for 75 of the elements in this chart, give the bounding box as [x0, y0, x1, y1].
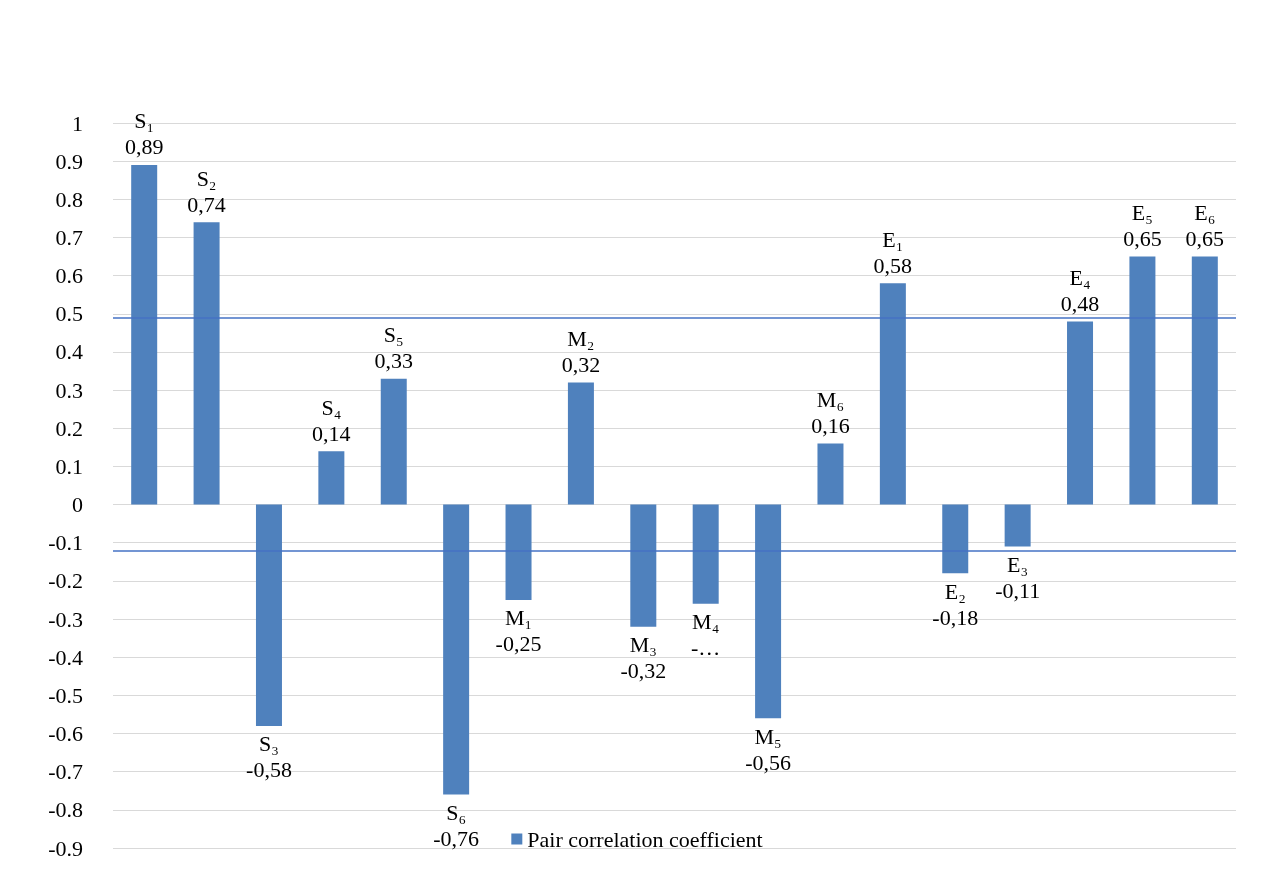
bar: [131, 164, 158, 505]
x-tick-label: E₃: [1007, 552, 1029, 578]
y-tick-label: -0.7: [48, 759, 83, 785]
y-tick-label: -0.2: [48, 568, 83, 594]
y-tick-label: 1: [72, 110, 83, 136]
x-tick-label: S₁: [134, 108, 155, 134]
y-tick-label: -0.1: [48, 530, 83, 556]
bar: [1129, 256, 1156, 505]
bar: [567, 382, 594, 505]
bar: [1191, 256, 1218, 505]
y-tick-label: 0.5: [55, 301, 83, 327]
x-tick-label: M₅: [754, 723, 782, 749]
x-tick-label: M₆: [816, 387, 845, 413]
y-tick-label: 0.3: [55, 377, 83, 403]
x-tick-label: E₂: [944, 578, 966, 604]
x-tick-label: E₅: [1131, 200, 1153, 226]
x-tick-label: S₃: [259, 731, 279, 757]
legend-label: Pair correlation coefficient: [527, 826, 763, 852]
y-tick-label: -0.3: [48, 606, 83, 632]
data-label: -0,18: [932, 604, 979, 630]
x-tick-label: M₁: [504, 605, 533, 631]
bar: [443, 504, 470, 795]
x-tick-label: M₂: [567, 325, 595, 351]
data-label: -0,25: [495, 631, 542, 657]
x-tick-label: E₄: [1069, 264, 1091, 290]
bar: [817, 443, 844, 505]
data-label: 0,33: [374, 348, 413, 374]
y-tick-label: -0.5: [48, 682, 83, 708]
y-tick-label: 0.1: [55, 453, 83, 479]
bar: [505, 504, 532, 600]
bar: [193, 222, 220, 505]
data-label: 0,89: [124, 134, 164, 160]
bar: [318, 451, 345, 505]
data-label: 0,74: [187, 191, 226, 217]
y-tick-label: 0.6: [55, 263, 83, 289]
bar: [942, 504, 969, 574]
data-label: -0,76: [433, 826, 480, 852]
y-tick-label: 0: [72, 492, 83, 518]
bar: [755, 504, 782, 719]
data-label: -0,58: [246, 757, 292, 783]
data-label: 0,48: [1060, 290, 1100, 316]
data-label: -0,32: [620, 658, 667, 684]
data-label: 0,14: [312, 420, 351, 446]
bar: [255, 504, 282, 726]
x-tick-label: M₄: [692, 609, 720, 635]
data-label: 0,65: [1185, 226, 1225, 252]
x-tick-label: M₃: [629, 632, 657, 658]
data-label: -0,56: [745, 749, 791, 775]
x-tick-label: S₂: [196, 165, 217, 191]
data-label: -…: [691, 635, 721, 661]
bar: [879, 283, 906, 505]
bar: [1004, 504, 1031, 547]
x-tick-label: S₆: [446, 800, 467, 826]
x-tick-label: E₆: [1194, 200, 1216, 226]
y-tick-label: -0.4: [48, 644, 83, 670]
y-tick-label: 0.7: [55, 224, 83, 250]
y-tick-label: -0.6: [48, 721, 83, 747]
y-tick-label: -0.8: [48, 797, 83, 823]
bar: [380, 378, 407, 505]
y-tick-label: 0.2: [55, 415, 83, 441]
x-tick-label: E₁: [882, 226, 904, 252]
data-label: 0,65: [1123, 226, 1162, 252]
x-tick-label: S₅: [383, 322, 404, 348]
data-label: 0,32: [561, 351, 601, 377]
y-tick-label: 0.4: [55, 339, 83, 365]
y-tick-label: -0.9: [48, 835, 83, 861]
data-label: 0,58: [873, 252, 913, 278]
data-label: 0,16: [811, 413, 850, 439]
y-tick-label: 0.9: [55, 148, 83, 174]
bar: [630, 504, 657, 627]
bar: [1067, 321, 1094, 505]
data-label: -0,11: [995, 578, 1041, 604]
x-tick-label: S₄: [321, 394, 342, 420]
bar: [692, 504, 719, 604]
y-tick-label: 0.8: [55, 186, 83, 212]
